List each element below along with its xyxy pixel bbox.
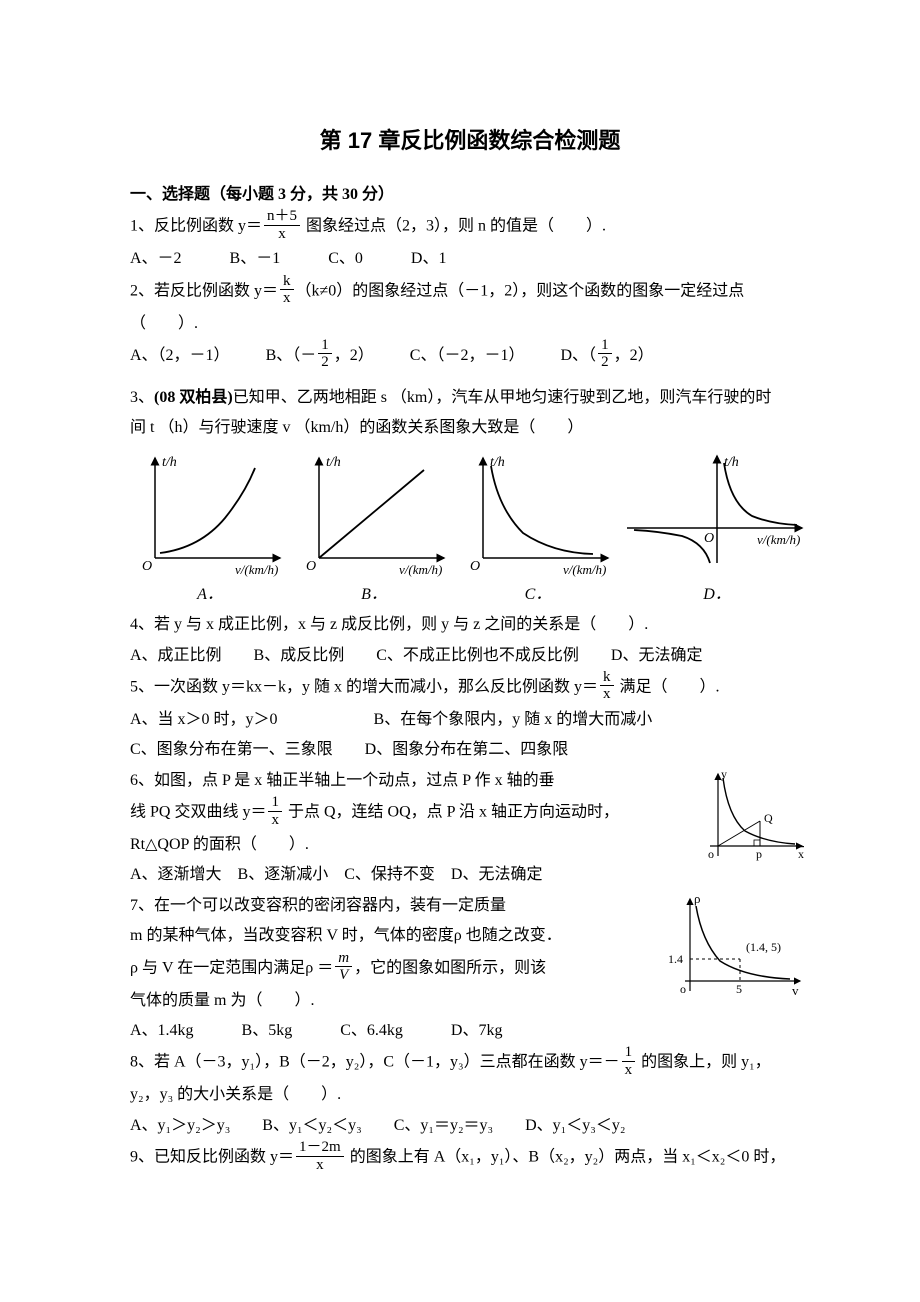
q7-diagram: ρ v o 1.4 5 (1.4, 5): [660, 891, 810, 1001]
q2-fraction: kx: [280, 273, 294, 307]
svg-text:v/(km/h): v/(km/h): [235, 562, 278, 577]
q4-options: A、成正比例 B、成反比例 C、不成正比例也不成反比例 D、无法确定: [130, 641, 810, 671]
q5-text-a: 5、一次函数 y＝kx－k，y 随 x 的增大而减小，那么反比例函数 y＝: [130, 679, 598, 696]
q2-opt-c: C、（－2，－1）: [410, 341, 525, 371]
question-6-block: y x o p Q 6、如图，点 P 是 x 轴正半轴上一个动点，过点 P 作 …: [130, 766, 810, 891]
q3-graph-d: t/h v/(km/h) O D．: [622, 448, 812, 610]
svg-text:t/h: t/h: [162, 455, 177, 470]
q5-fraction: kx: [600, 669, 614, 703]
q9-fraction: 1－2mx: [296, 1139, 344, 1173]
svg-text:x: x: [798, 847, 804, 861]
q3-graph-a: t/h v/(km/h) O A．: [130, 448, 290, 610]
svg-text:1.4: 1.4: [668, 952, 683, 966]
q6-diagram: y x o p Q: [690, 766, 810, 866]
q3-tag: (08 双柏县): [154, 389, 233, 406]
question-8: 8、若 A（－3，y₁），B（－2，y₂），C（－1，y₃）三点都在函数 y＝－…: [130, 1046, 810, 1080]
q1-text-b: 图象经过点（2，3），则 n 的值是（ ）.: [302, 218, 606, 235]
q3-label-d: D．: [622, 580, 812, 610]
question-3: 3、(08 双柏县)已知甲、乙两地相距 s （km），汽车从甲地匀速行驶到乙地，…: [130, 383, 810, 413]
q2-opt-a: A、（2，－1）: [130, 341, 230, 371]
q9-text-a: 9、已知反比例函数 y＝: [130, 1149, 294, 1166]
question-9: 9、已知反比例函数 y＝1－2mx 的图象上有 A（x₁，y₁）、B（x₂，y₂…: [130, 1141, 810, 1175]
q3-text-a: 3、: [130, 389, 154, 406]
q7-options: A、1.4kg B、5kg C、6.4kg D、7kg: [130, 1016, 810, 1046]
svg-text:O: O: [704, 531, 714, 546]
q8-options: A、y₁＞y₂＞y₃ B、y₁＜y₂＜y₃ C、y₁＝y₂＝y₃ D、y₁＜y₃…: [130, 1111, 810, 1141]
q2-text-a: 2、若反比例函数 y＝: [130, 282, 278, 299]
page-title: 第 17 章反比例函数综合检测题: [130, 120, 810, 162]
svg-text:v/(km/h): v/(km/h): [757, 532, 800, 547]
q8-fraction: 1x: [622, 1044, 636, 1078]
question-4: 4、若 y 与 x 成正比例，x 与 z 成反比例，则 y 与 z 之间的关系是…: [130, 610, 810, 640]
q8-text-c: y₂，y₃ 的大小关系是（ ）.: [130, 1080, 810, 1110]
q1-text-a: 1、反比例函数 y＝: [130, 218, 262, 235]
q2-opt-d: D、（12，2）: [561, 339, 654, 373]
svg-text:v: v: [792, 983, 799, 998]
q2-options: A、（2，－1） B、（－12，2） C、（－2，－1） D、（12，2）: [130, 339, 810, 373]
q5-options-cd: C、图象分布在第一、三象限 D、图象分布在第二、四象限: [130, 735, 810, 765]
q3-label-a: A．: [130, 580, 290, 610]
q3-label-b: B．: [294, 580, 454, 610]
question-7-block: ρ v o 1.4 5 (1.4, 5) 7、在一个可以改变容积的密闭容器内，装…: [130, 891, 810, 1047]
svg-text:v/(km/h): v/(km/h): [399, 562, 442, 577]
svg-text:O: O: [470, 559, 480, 574]
svg-text:t/h: t/h: [326, 455, 341, 470]
svg-text:ρ: ρ: [694, 891, 701, 906]
q6-fraction: 1x: [268, 794, 282, 828]
q3-graphs: t/h v/(km/h) O A． t/h v/(km/h) O: [130, 448, 810, 610]
q5-options-ab: A、当 x＞0 时，y＞0 B、在每个象限内，y 随 x 的增大而减小: [130, 705, 810, 735]
svg-text:5: 5: [736, 982, 742, 996]
svg-text:O: O: [142, 559, 152, 574]
q7-fraction: mV: [335, 950, 352, 984]
question-1: 1、反比例函数 y＝n＋5x 图象经过点（2，3），则 n 的值是（ ）.: [130, 210, 810, 244]
q3-text-b: 已知甲、乙两地相距 s （km），汽车从甲地匀速行驶到乙地，则汽车行驶的时: [233, 389, 772, 406]
q1-options: A、－2 B、－1 C、0 D、1: [130, 244, 810, 274]
svg-text:(1.4, 5): (1.4, 5): [746, 940, 781, 954]
svg-text:p: p: [756, 847, 762, 861]
q8-text-b: 的图象上，则 y₁，: [637, 1054, 771, 1071]
svg-text:v/(km/h): v/(km/h): [563, 562, 606, 577]
section-header: 一、选择题（每小题 3 分，共 30 分）: [130, 180, 810, 210]
question-2: 2、若反比例函数 y＝kx（k≠0）的图象经过点（－1，2），则这个函数的图象一…: [130, 275, 810, 339]
svg-text:o: o: [680, 982, 686, 996]
question-5: 5、一次函数 y＝kx－k，y 随 x 的增大而减小，那么反比例函数 y＝kx …: [130, 671, 810, 705]
svg-text:t/h: t/h: [490, 455, 505, 470]
q1-fraction: n＋5x: [264, 208, 300, 242]
svg-text:t/h: t/h: [724, 455, 739, 470]
svg-text:Q: Q: [764, 811, 773, 825]
svg-text:y: y: [721, 767, 727, 781]
q3-text-c: 间 t （h）与行驶速度 v （km/h）的函数关系图象大致是（ ）: [130, 413, 810, 443]
q3-graph-c: t/h v/(km/h) O C．: [458, 448, 618, 610]
q8-text-a: 8、若 A（－3，y₁），B（－2，y₂），C（－1，y₃）三点都在函数 y＝－: [130, 1054, 620, 1071]
svg-text:o: o: [708, 847, 714, 861]
q3-label-c: C．: [458, 580, 618, 610]
q5-text-b: 满足（ ）.: [616, 679, 720, 696]
q2-opt-b: B、（－12，2）: [266, 339, 374, 373]
q9-text-b: 的图象上有 A（x₁，y₁）、B（x₂，y₂）两点，当 x₁＜x₂＜0 时，: [346, 1149, 786, 1166]
svg-text:O: O: [306, 559, 316, 574]
q3-graph-b: t/h v/(km/h) O B．: [294, 448, 454, 610]
